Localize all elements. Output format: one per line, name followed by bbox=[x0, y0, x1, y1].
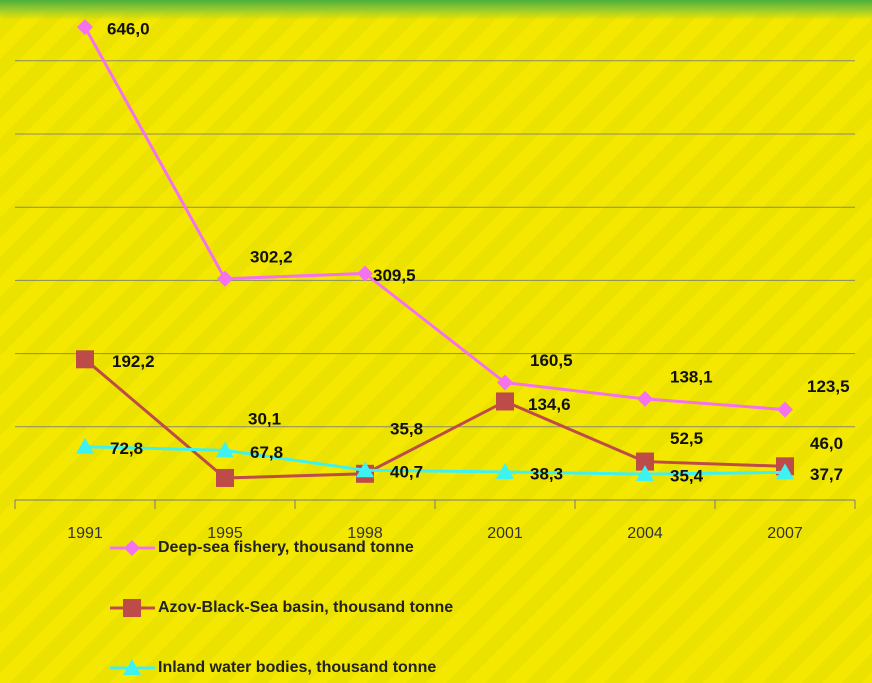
series-line bbox=[83, 26, 786, 412]
data-label: 38,3 bbox=[530, 464, 563, 483]
marker bbox=[777, 401, 793, 418]
x-tick-label: 2004 bbox=[627, 525, 663, 542]
data-label: 302,2 bbox=[250, 247, 293, 266]
legend-label: Deep-sea fishery, thousand tonne bbox=[158, 539, 414, 556]
marker bbox=[76, 437, 94, 454]
marker bbox=[76, 350, 94, 369]
marker bbox=[124, 540, 140, 556]
data-label: 160,5 bbox=[530, 351, 573, 370]
legend-label: Azov-Black-Sea basin, thousand tonne bbox=[158, 599, 453, 616]
x-tick-label: 1991 bbox=[67, 525, 103, 542]
marker bbox=[216, 468, 234, 487]
data-label: 309,5 bbox=[373, 266, 416, 285]
marker bbox=[636, 465, 654, 482]
legend-label: Inland water bodies, thousand tonne bbox=[158, 659, 436, 676]
x-tick-label: 2007 bbox=[767, 525, 803, 542]
series-line bbox=[84, 358, 786, 480]
marker bbox=[123, 599, 141, 617]
data-label: 37,7 bbox=[810, 465, 843, 484]
data-label: 72,8 bbox=[110, 439, 143, 458]
data-label: 46,0 bbox=[810, 434, 843, 453]
marker bbox=[776, 463, 794, 480]
marker bbox=[496, 462, 514, 479]
marker bbox=[217, 270, 233, 287]
marker bbox=[637, 390, 653, 407]
marker bbox=[496, 392, 514, 411]
data-label: 192,2 bbox=[112, 352, 155, 371]
data-label: 35,4 bbox=[670, 467, 704, 486]
marker bbox=[636, 452, 654, 471]
marker bbox=[123, 659, 141, 675]
x-tick-label: 2001 bbox=[487, 525, 523, 542]
marker bbox=[216, 441, 234, 458]
data-label: 134,6 bbox=[528, 395, 571, 414]
data-label: 138,1 bbox=[670, 367, 713, 386]
data-label: 30,1 bbox=[248, 409, 281, 428]
data-label: 40,7 bbox=[390, 463, 423, 482]
data-label: 52,5 bbox=[670, 429, 703, 448]
data-label: 123,5 bbox=[807, 377, 850, 396]
data-label: 646,0 bbox=[107, 20, 150, 39]
marker bbox=[77, 19, 93, 36]
x-tick-label: 1998 bbox=[347, 525, 383, 542]
data-label: 67,8 bbox=[250, 443, 283, 462]
marker bbox=[497, 374, 513, 391]
marker bbox=[356, 461, 374, 478]
x-tick-label: 1995 bbox=[207, 525, 243, 542]
marker bbox=[357, 265, 373, 282]
series-line bbox=[84, 445, 786, 476]
data-label: 35,8 bbox=[390, 419, 423, 438]
